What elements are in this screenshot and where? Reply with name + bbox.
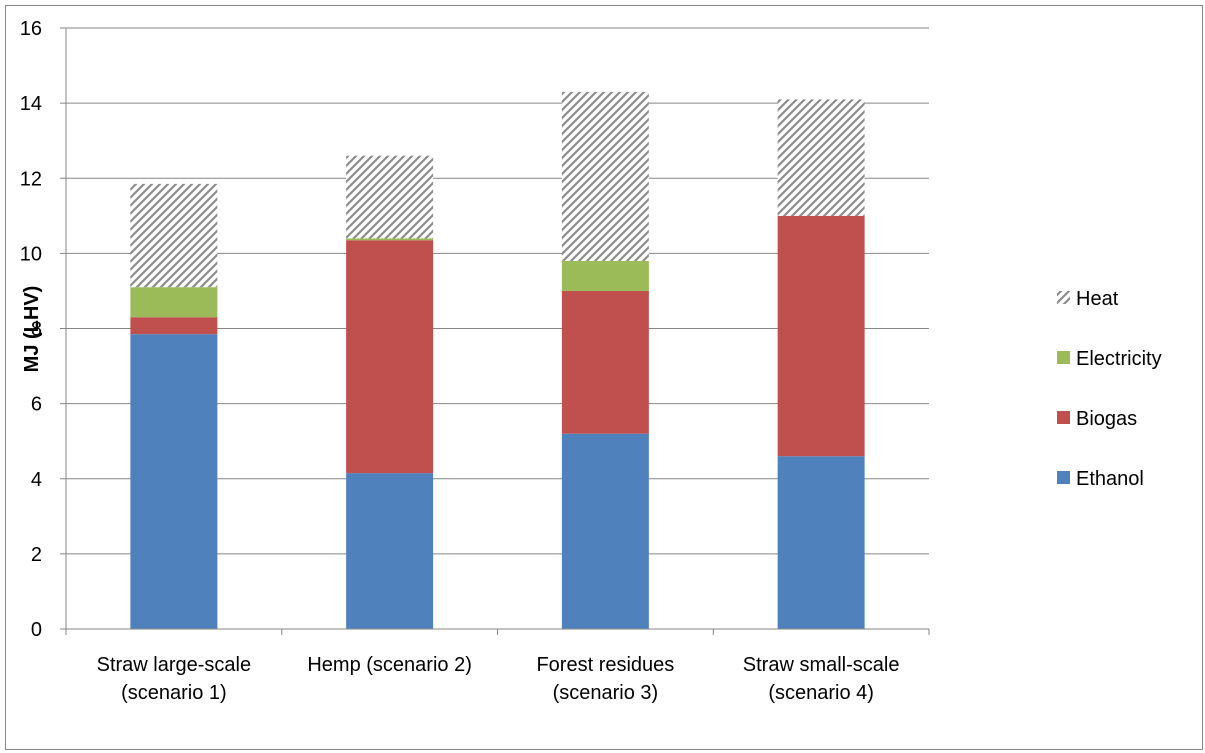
x-category-label-line: Hemp (scenario 2) [307,654,472,676]
x-category-label-line: Straw small-scale [743,654,900,676]
y-tick-label: 4 [31,469,42,491]
legend-swatch-heat [1057,291,1070,304]
legend-swatch-electricity [1057,351,1070,364]
bar-segment-biogas [346,240,434,474]
legend: Heat Electricity Biogas Ethanol [1057,288,1162,490]
x-category-label-line: (scenario 3) [553,682,659,704]
bar-segment-electricity [561,260,649,291]
x-category-label: Straw large-scale (scenario 1) [97,654,252,704]
legend-swatch-ethanol [1057,471,1070,484]
y-axis-title: MJ (LHV) [21,286,43,373]
bar-segment-heat [346,155,434,239]
bar-segment-electricity [346,238,434,241]
bar-segment-electricity [130,287,218,318]
x-category-label-line: Forest residues [536,654,674,676]
bar-segment-biogas [130,317,218,335]
y-tick-label: 2 [31,544,42,566]
bars [130,91,865,629]
y-tick-label: 14 [20,93,42,115]
x-category-label-line: Straw large-scale [97,654,252,676]
bar-segment-ethanol [777,456,865,629]
tick-labels: 0 2 4 6 8 10 12 14 16 Straw large-scale (scenario … [20,18,900,704]
bar-segment-ethanol [346,473,434,629]
legend-label-biogas: Biogas [1076,408,1137,430]
bar-segment-ethanol [130,334,218,629]
legend-label-heat: Heat [1076,288,1119,310]
chart-frame [5,5,1203,750]
bar-segment-heat [777,99,865,216]
axes [60,27,930,635]
y-tick-label: 12 [20,168,42,190]
y-tick-label: 16 [20,18,42,40]
bar-segment-ethanol [561,433,649,629]
x-category-label: Forest residues (scenario 3) [536,654,674,704]
x-category-label: Hemp (scenario 2) [307,654,472,676]
x-category-label-line: (scenario 4) [768,682,874,704]
y-tick-label: 8 [31,319,42,341]
legend-label-electricity: Electricity [1076,348,1162,370]
y-tick-label: 0 [31,619,42,641]
legend-swatch-biogas [1057,411,1070,424]
x-category-label: Straw small-scale (scenario 4) [743,654,900,704]
y-tick-label: 10 [20,243,42,265]
legend-label-ethanol: Ethanol [1076,468,1144,490]
bar-segment-heat [561,91,649,261]
bar-segment-heat [130,183,218,288]
x-category-label-line: (scenario 1) [121,682,227,704]
bar-segment-biogas [777,215,865,457]
y-tick-label: 6 [31,394,42,416]
bar-segment-biogas [561,290,649,434]
